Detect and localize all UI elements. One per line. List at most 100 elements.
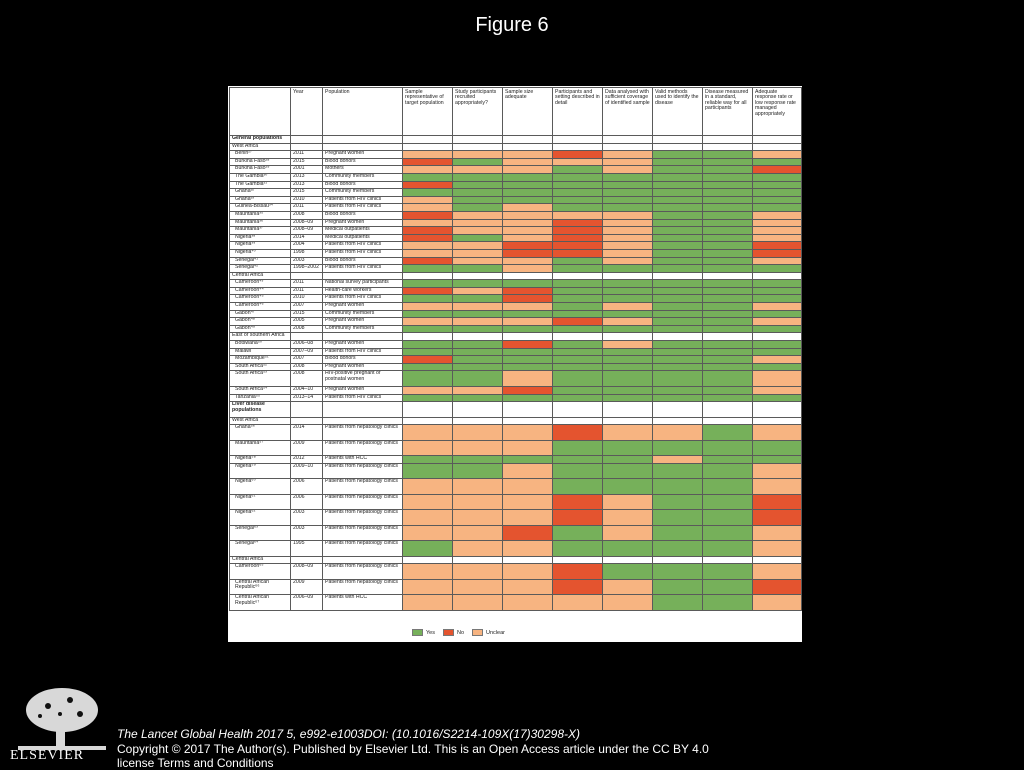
empty-cell — [702, 271, 753, 281]
legend-label: Yes — [426, 629, 435, 636]
population-cell: Patients from hepatology clinics — [322, 509, 403, 526]
rating-yes — [552, 180, 603, 190]
rating-yes — [552, 340, 603, 349]
rating-yes — [702, 157, 753, 167]
elsevier-tree-logo — [18, 688, 106, 750]
population-cell: Pregnant women — [322, 218, 403, 228]
rating-yes — [502, 393, 553, 403]
rating-yes — [452, 195, 503, 205]
population-cell: Patients with HCC — [322, 455, 403, 464]
rating-unclear — [502, 578, 553, 596]
rating-yes — [702, 233, 753, 243]
population-cell: Patients from HIV clinics — [322, 195, 403, 205]
rating-yes — [552, 393, 603, 403]
rating-yes — [652, 509, 703, 526]
population-cell: Patients from HIV clinics — [322, 203, 403, 212]
rating-yes — [652, 150, 703, 159]
rating-unclear — [752, 563, 802, 580]
study-cell: Mauritania⁵⁷ — [229, 439, 291, 457]
rating-unclear — [452, 241, 503, 250]
table-row: Central African Republic⁶⁷ 2006–09 Patient… — [229, 594, 802, 611]
rating-yes — [402, 279, 453, 288]
rating-no — [502, 286, 553, 296]
table-row: Cameroon⁴⁵ 2010 Patients from HIV clinics — [229, 294, 802, 304]
empty-cell — [702, 555, 753, 565]
rating-yes — [702, 309, 753, 319]
table-row: Mozambique⁵¹ 2007 Blood donors — [229, 355, 802, 364]
rating-unclear — [402, 218, 453, 228]
table-row: Senegal⁴¹ 2003 Blood donors — [229, 256, 802, 266]
year-cell: 1998–2002 — [290, 264, 323, 273]
rating-yes — [702, 540, 753, 557]
population-cell: Health-care workers — [322, 286, 403, 296]
study-cell: Nigeria³⁸ — [229, 233, 291, 243]
year-cell: 2011 — [290, 279, 323, 288]
rating-unclear — [752, 210, 802, 220]
rating-unclear — [752, 540, 802, 557]
rating-yes — [652, 188, 703, 197]
rating-yes — [702, 455, 753, 464]
rating-no — [752, 509, 802, 526]
empty-cell — [652, 332, 703, 342]
rating-yes — [702, 385, 753, 395]
rating-yes — [652, 195, 703, 205]
empty-cell — [602, 142, 653, 152]
terms-and-conditions-link[interactable]: Terms and Conditions — [157, 756, 274, 770]
rating-yes — [652, 157, 703, 167]
rating-unclear — [402, 524, 453, 542]
empty-cell — [752, 135, 802, 144]
empty-cell — [452, 271, 503, 281]
empty-cell — [552, 416, 603, 426]
population-cell: Community members — [322, 172, 403, 182]
rating-yes — [502, 324, 553, 334]
table-row: Burkina Faso²⁸ 2015 Blood donors — [229, 157, 802, 167]
rating-unclear — [602, 594, 653, 611]
rating-yes — [752, 279, 802, 288]
rating-unclear — [752, 385, 802, 395]
year-cell: 1998 — [290, 248, 323, 258]
population-cell: Pregnant women — [322, 362, 403, 372]
rating-yes — [502, 347, 553, 357]
year-cell: 2015 — [290, 157, 323, 167]
rating-no — [552, 563, 603, 580]
empty-cell — [290, 135, 323, 144]
study-cell: Senegal⁶³ — [229, 524, 291, 542]
rating-no — [502, 340, 553, 349]
rating-yes — [402, 362, 453, 372]
rating-yes — [702, 286, 753, 296]
rating-yes — [652, 302, 703, 311]
study-cell: Mauritania³⁵ — [229, 210, 291, 220]
rating-no — [552, 509, 603, 526]
rating-yes — [602, 362, 653, 372]
rating-unclear — [502, 594, 553, 611]
rating-yes — [402, 294, 453, 304]
study-cell: Nigeria⁶¹ — [229, 493, 291, 511]
empty-cell — [752, 142, 802, 152]
empty-cell — [290, 271, 323, 281]
year-cell: 2004 — [290, 241, 323, 250]
population-cell: Pregnant women — [322, 317, 403, 326]
rating-yes — [702, 340, 753, 349]
rating-yes — [702, 256, 753, 266]
rating-yes — [452, 393, 503, 403]
rating-yes — [702, 203, 753, 212]
rating-yes — [452, 233, 503, 243]
rating-unclear — [752, 317, 802, 326]
rating-yes — [752, 340, 802, 349]
rating-yes — [702, 478, 753, 495]
rating-unclear — [552, 157, 603, 167]
rating-yes — [652, 478, 703, 495]
empty-cell — [652, 401, 703, 418]
population-cell: Pregnant women — [322, 340, 403, 349]
empty-cell — [290, 401, 323, 418]
rating-yes — [652, 385, 703, 395]
rating-unclear — [402, 248, 453, 258]
rating-yes — [702, 218, 753, 228]
year-cell: 2015 — [290, 188, 323, 197]
rating-unclear — [452, 540, 503, 557]
column-header: Data analysed with sufficient coverage o… — [602, 87, 653, 136]
table-row: Mauritania³⁷ 2008–09 Medical outpatients — [229, 226, 802, 235]
population-cell: Blood donors — [322, 256, 403, 266]
rating-unclear — [402, 578, 453, 596]
section-row: Liver disease populations — [229, 401, 802, 418]
